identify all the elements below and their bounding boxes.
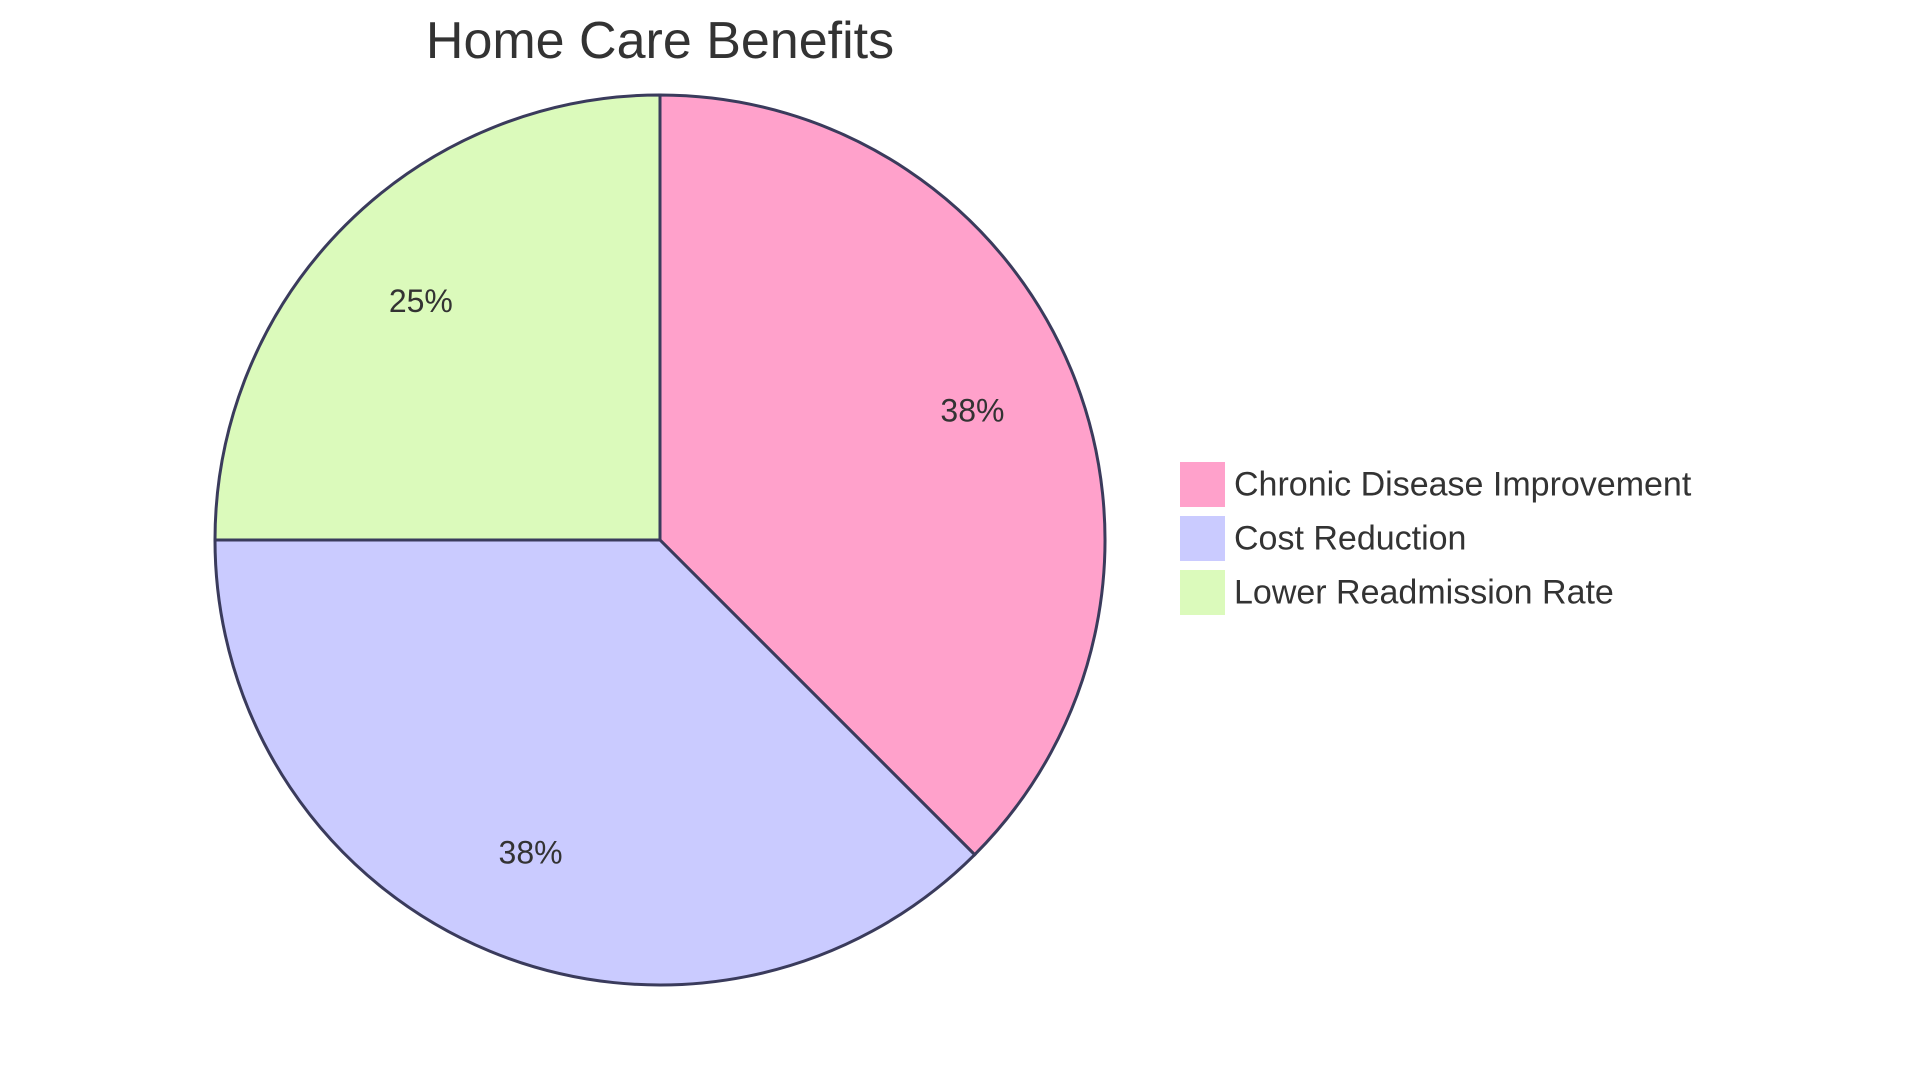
pie-slice-cost-reduction (213, 538, 977, 987)
chart-title: Home Care Benefits (426, 12, 894, 70)
legend-swatch (1180, 462, 1225, 507)
pie-slice-chronic-disease-improvement (658, 93, 1107, 857)
pie-slice-labels: 38% 38% 25% (389, 283, 1005, 871)
legend-swatch (1180, 516, 1225, 561)
slice-percentage-label: 25% (389, 283, 453, 319)
legend: Chronic Disease Improvement Cost Reductio… (1180, 462, 1692, 615)
legend-label: Chronic Disease Improvement (1234, 466, 1692, 504)
legend-label: Lower Readmission Rate (1234, 574, 1614, 612)
slice-percentage-label: 38% (940, 393, 1004, 429)
legend-label: Cost Reduction (1234, 520, 1466, 558)
slice-percentage-label: 38% (499, 834, 563, 870)
pie-slice-lower-readmission-rate (213, 93, 662, 542)
pie-slices (213, 93, 1107, 987)
legend-swatch (1180, 570, 1225, 615)
